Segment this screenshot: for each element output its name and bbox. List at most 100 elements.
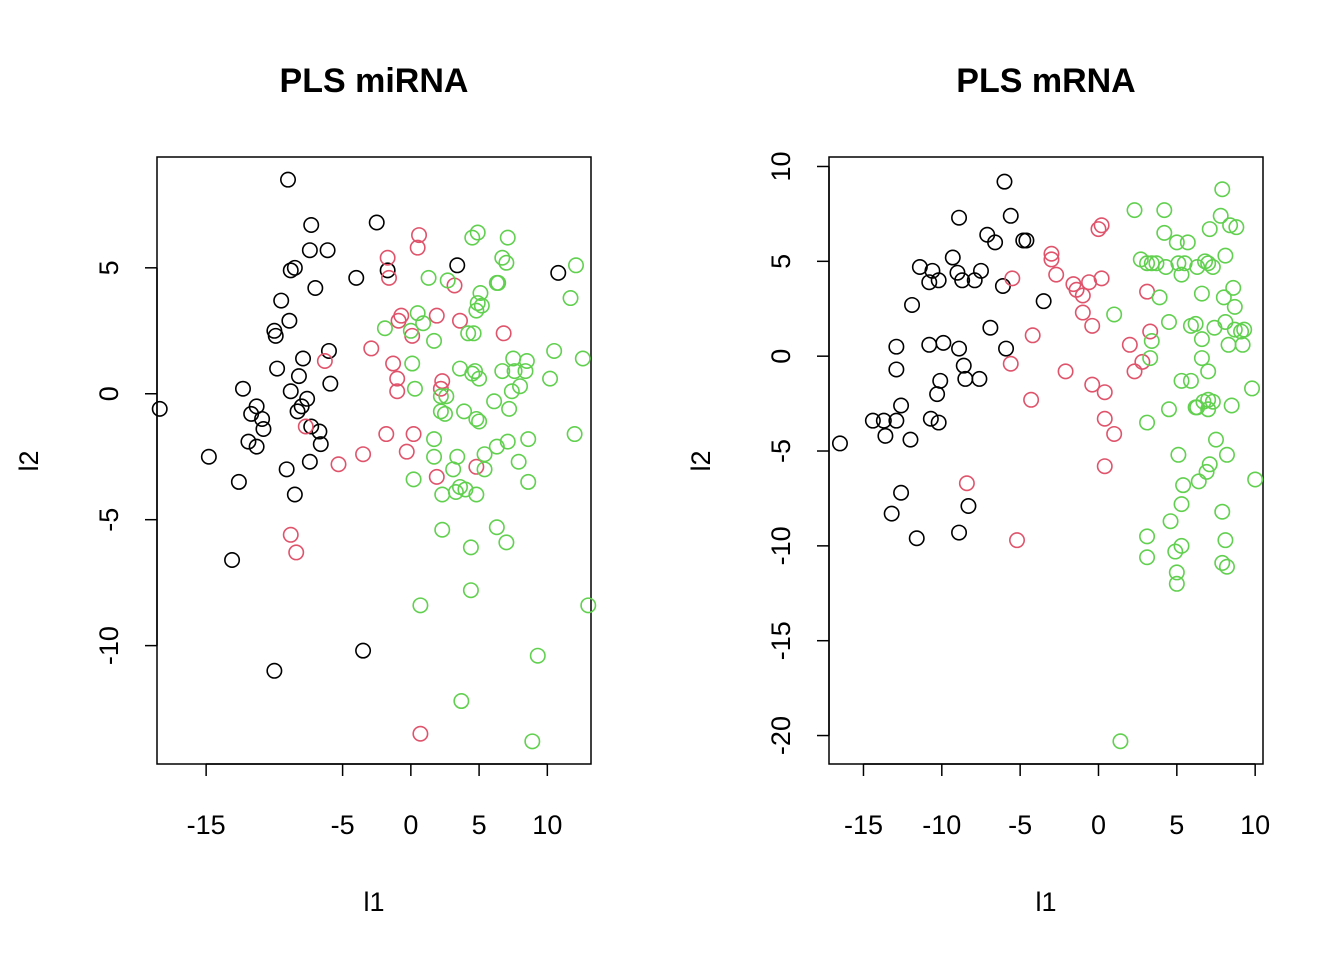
data-point-red [355, 446, 372, 463]
data-point-green [520, 431, 537, 448]
data-point-red [405, 426, 422, 443]
data-point-green [1143, 332, 1160, 349]
x-tick-label: 10 [532, 810, 562, 840]
data-point-black [248, 438, 265, 455]
data-point-black [1035, 293, 1052, 310]
data-point-black [930, 272, 947, 289]
data-point-red [378, 426, 395, 443]
data-point-black [269, 360, 286, 377]
data-point-black [966, 272, 983, 289]
data-point-green [1214, 503, 1231, 520]
data-point-black [273, 292, 290, 309]
data-point-black [355, 642, 372, 659]
x-tick-label: -15 [844, 810, 883, 840]
data-point-green [462, 539, 479, 556]
data-point-green [471, 413, 488, 430]
data-point-red [434, 373, 451, 390]
x-tick-label: -5 [1008, 810, 1032, 840]
data-point-green [1226, 298, 1243, 315]
data-point-green [453, 693, 470, 710]
data-point-green [476, 461, 493, 478]
data-point-green [488, 519, 505, 536]
data-point-green [1226, 321, 1243, 338]
data-point-red [1048, 266, 1065, 283]
data-point-black [996, 173, 1013, 190]
data-point-red [1004, 270, 1021, 287]
y-tick-label: 10 [766, 151, 796, 181]
data-point-green [1207, 431, 1224, 448]
data-point-green [503, 383, 520, 400]
data-point-green [466, 363, 483, 380]
data-point-red [381, 269, 398, 286]
data-point-green [1179, 234, 1196, 251]
x-tick-label: -5 [331, 810, 355, 840]
x-axis: -15 -5 0 5 10 [187, 763, 562, 840]
data-point-green [1190, 473, 1207, 490]
data-point-green [469, 295, 486, 312]
data-point-black [1018, 232, 1035, 249]
data-point-red [1074, 304, 1091, 321]
data-point-green [438, 388, 455, 405]
data-point-black [951, 340, 968, 357]
data-point-black [908, 530, 925, 547]
data-point-green [456, 403, 473, 420]
y-tick-label: -20 [766, 716, 796, 755]
data-point-black [930, 414, 947, 431]
data-point-green [562, 290, 579, 307]
data-point-green [517, 363, 534, 380]
data-point-green [406, 380, 423, 397]
data-point-green [490, 274, 507, 291]
data-point-green [1160, 401, 1177, 418]
data-point-green [409, 305, 426, 322]
data-point-green [580, 597, 597, 614]
data-point-red [1002, 355, 1019, 372]
data-point-black [929, 386, 946, 403]
x-axis-label: l1 [363, 887, 384, 917]
data-point-green [1228, 219, 1245, 236]
data-point-green [567, 257, 584, 274]
data-point-green [1225, 279, 1242, 296]
data-point-green [405, 471, 422, 488]
data-point-black [301, 242, 318, 259]
data-point-green [1168, 564, 1185, 581]
data-point-green [498, 254, 515, 271]
data-point-green [1168, 575, 1185, 592]
data-point-black [960, 498, 977, 515]
data-point-green [426, 431, 443, 448]
data-point-green [1160, 314, 1177, 331]
chart-mirna: PLS miRNA -15 -5 0 5 10 -10 -5 0 5 l1 l2 [14, 62, 597, 917]
data-point-red [1090, 221, 1107, 238]
data-point-green [457, 481, 474, 498]
data-point-red [1096, 410, 1113, 427]
data-point-green [472, 285, 489, 302]
data-point-green [1233, 323, 1250, 340]
data-point-green [434, 486, 451, 503]
y-tick-label: -10 [94, 626, 124, 665]
data-point-green [1151, 289, 1168, 306]
data-point-black [282, 262, 299, 279]
data-point-green [1200, 401, 1217, 418]
data-point-green [426, 332, 443, 349]
data-point-black [243, 405, 260, 422]
data-point-red [1142, 323, 1159, 340]
data-point-black [267, 327, 284, 344]
data-point-black [368, 214, 385, 231]
data-point-black [944, 249, 961, 266]
data-point-black [301, 453, 318, 470]
data-point-red [330, 456, 347, 473]
data-point-black [955, 357, 972, 374]
data-point-red [1081, 274, 1098, 291]
data-point-green [469, 224, 486, 241]
data-point-green [434, 521, 451, 538]
data-point-green [494, 249, 511, 266]
data-point-black [893, 397, 910, 414]
data-point-green [420, 269, 437, 286]
data-point-green [1167, 543, 1184, 560]
data-point-red [363, 340, 380, 357]
data-point-red [1134, 353, 1151, 370]
y-tick-label: 0 [94, 386, 124, 401]
data-point-green [1218, 558, 1235, 575]
x-tick-label: 0 [1091, 810, 1106, 840]
data-point-black [893, 484, 910, 501]
x-tick-label: 0 [403, 810, 418, 840]
